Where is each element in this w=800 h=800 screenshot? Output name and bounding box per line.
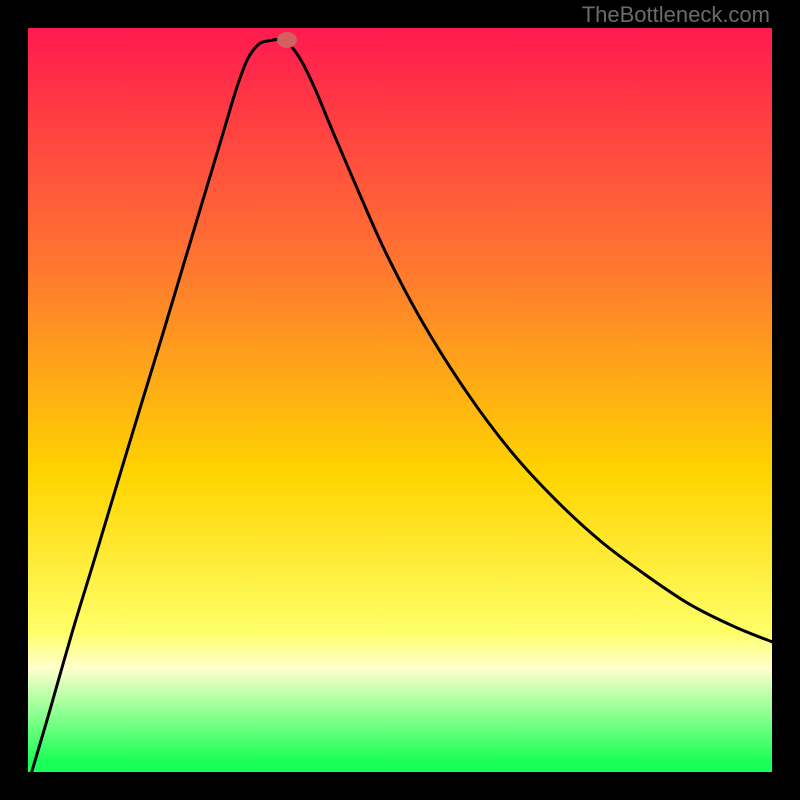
bottleneck-curve (28, 28, 772, 772)
chart-frame: TheBottleneck.com (0, 0, 800, 800)
curve-path (32, 39, 772, 772)
optimal-point-marker (277, 32, 297, 48)
plot-area (28, 28, 772, 772)
watermark-text: TheBottleneck.com (582, 2, 770, 28)
